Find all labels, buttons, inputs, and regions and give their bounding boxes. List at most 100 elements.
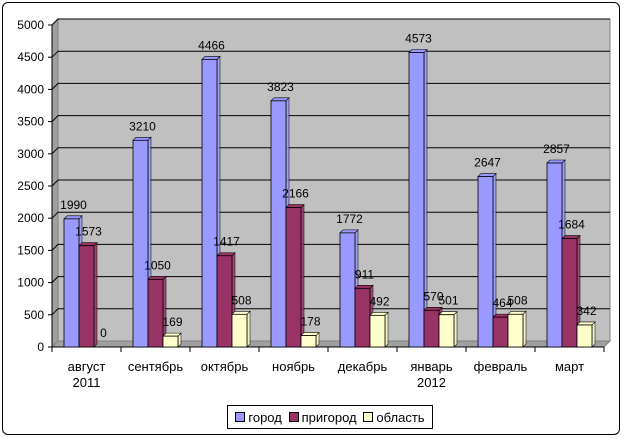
data-label: 178 bbox=[300, 315, 320, 329]
bar bbox=[201, 58, 218, 348]
data-label: 1050 bbox=[144, 258, 171, 272]
bar-top bbox=[354, 285, 374, 289]
bar-side bbox=[93, 241, 98, 348]
data-label: 1573 bbox=[75, 225, 102, 239]
data-label: 1990 bbox=[60, 198, 87, 212]
legend-label-city: город bbox=[248, 409, 282, 425]
x-tick-label: 2012 bbox=[417, 375, 446, 390]
bar bbox=[369, 314, 386, 348]
bar-top bbox=[285, 204, 305, 208]
bar-top bbox=[339, 229, 359, 234]
y-tick-label: 4000 bbox=[17, 82, 44, 96]
data-label: 1772 bbox=[336, 212, 363, 226]
y-tick-label: 2500 bbox=[17, 179, 44, 193]
legend-item-city: город bbox=[235, 409, 282, 425]
x-tick-label: октябрь bbox=[201, 359, 249, 374]
data-label: 464 bbox=[492, 296, 512, 310]
bar-top bbox=[162, 332, 182, 337]
x-tick-label: март bbox=[555, 359, 584, 374]
data-label: 570 bbox=[423, 289, 443, 303]
y-tick-label: 1000 bbox=[17, 276, 44, 290]
bar-top bbox=[546, 159, 566, 164]
gridline bbox=[51, 18, 610, 26]
bar bbox=[576, 324, 593, 348]
y-tick-label: 4500 bbox=[17, 50, 44, 64]
bar-side bbox=[384, 311, 389, 348]
legend-swatch-suburb bbox=[288, 412, 299, 422]
legend-item-region: область bbox=[363, 409, 425, 425]
bar-side bbox=[246, 310, 251, 348]
bar-top bbox=[78, 242, 98, 246]
y-tick-label: 3500 bbox=[17, 115, 44, 129]
bar bbox=[561, 238, 578, 348]
bar bbox=[162, 335, 179, 348]
y-tick-label: 500 bbox=[24, 308, 44, 322]
bar-top bbox=[216, 252, 236, 257]
legend-swatch-region bbox=[363, 412, 374, 422]
bar bbox=[477, 176, 494, 348]
bar bbox=[339, 232, 356, 348]
bar bbox=[216, 255, 233, 348]
bar-top bbox=[438, 311, 458, 316]
bar-top bbox=[408, 49, 428, 53]
y-tick-label: 2000 bbox=[17, 211, 44, 225]
data-label: 508 bbox=[231, 293, 251, 307]
data-label: 3210 bbox=[129, 119, 156, 133]
y-tick-label: 5000 bbox=[17, 18, 44, 32]
data-label: 3823 bbox=[267, 80, 294, 94]
bar-top bbox=[300, 332, 320, 336]
legend-swatch-city bbox=[235, 412, 246, 422]
x-tick-label: ноябрь bbox=[272, 359, 315, 374]
bar-side bbox=[522, 310, 527, 348]
x-tick-label: август bbox=[68, 359, 106, 374]
bar-top bbox=[63, 215, 83, 220]
bar-side bbox=[453, 311, 458, 348]
data-label: 342 bbox=[576, 304, 596, 318]
bar-top bbox=[147, 276, 167, 280]
bar-top bbox=[477, 173, 497, 177]
data-label: 2857 bbox=[543, 142, 570, 156]
bar bbox=[408, 52, 425, 348]
bar bbox=[438, 314, 455, 348]
bar bbox=[78, 245, 95, 348]
data-label: 1684 bbox=[558, 218, 585, 232]
legend: город пригород область bbox=[227, 405, 433, 429]
x-tick-label: январь bbox=[410, 359, 452, 374]
bar-top bbox=[561, 235, 581, 239]
legend-label-suburb: пригород bbox=[301, 409, 357, 425]
data-label: 492 bbox=[369, 294, 389, 308]
bar-top bbox=[576, 321, 596, 326]
bar bbox=[546, 162, 563, 348]
bar bbox=[354, 287, 371, 348]
bar-side bbox=[591, 321, 596, 348]
bar bbox=[270, 100, 287, 348]
bar-top bbox=[201, 56, 221, 60]
data-label: 4573 bbox=[405, 31, 432, 45]
bar bbox=[423, 309, 440, 348]
data-label: 4466 bbox=[198, 38, 225, 52]
data-label: 501 bbox=[438, 294, 458, 308]
data-label: 2166 bbox=[282, 187, 309, 201]
data-label: 169 bbox=[162, 315, 182, 329]
x-tick-label: 2011 bbox=[73, 375, 101, 390]
bar bbox=[147, 278, 164, 348]
data-label: 1417 bbox=[213, 235, 240, 249]
bar-top bbox=[369, 312, 389, 316]
bar bbox=[132, 139, 149, 348]
legend-item-suburb: пригород bbox=[288, 409, 357, 425]
bar-top bbox=[507, 310, 527, 315]
data-label: 2647 bbox=[474, 156, 501, 170]
data-label: 508 bbox=[507, 293, 527, 307]
x-tick-label: февраль bbox=[474, 359, 528, 374]
x-tick-label: сентябрь bbox=[128, 359, 184, 374]
y-tick-label: 0 bbox=[37, 340, 44, 354]
bar bbox=[492, 316, 509, 348]
bar bbox=[285, 207, 302, 348]
y-tick-label: 1500 bbox=[17, 243, 44, 257]
bar bbox=[231, 313, 248, 348]
legend-label-region: область bbox=[376, 409, 425, 425]
data-label: 911 bbox=[355, 267, 374, 281]
x-tick-label: декабрь bbox=[338, 359, 388, 374]
data-label: 0 bbox=[100, 326, 107, 340]
bar-top bbox=[231, 310, 251, 315]
